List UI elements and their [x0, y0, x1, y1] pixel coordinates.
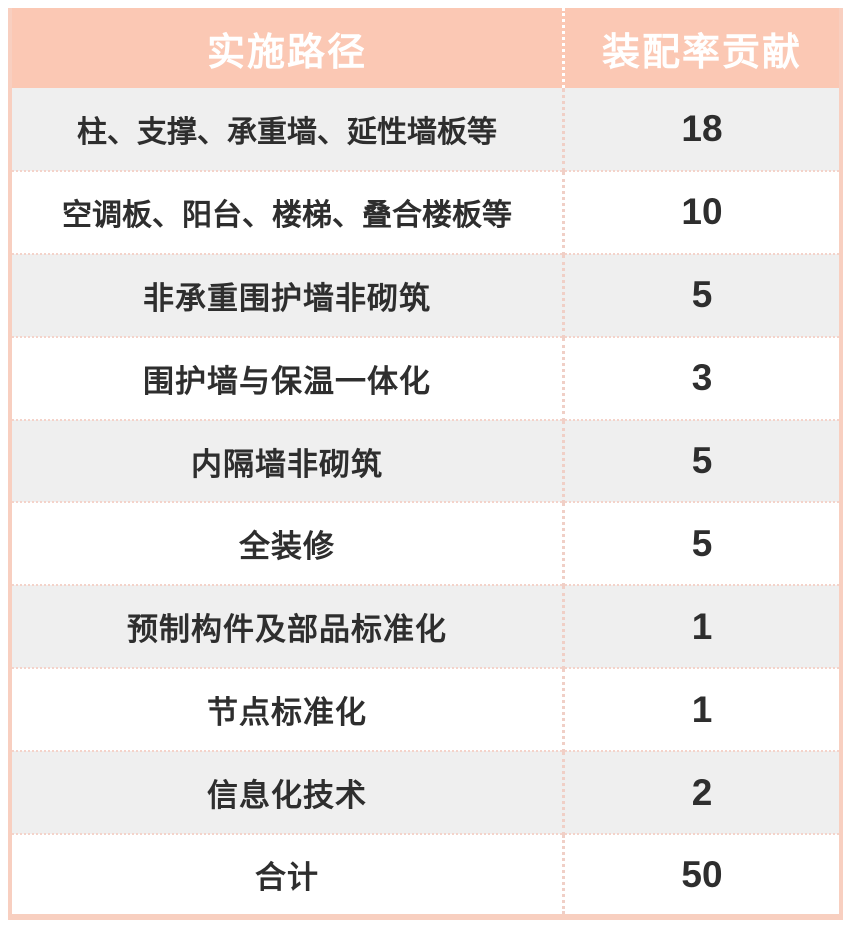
cell-implementation-path: 围护墙与保温一体化: [10, 335, 564, 420]
cell-implementation-path: 信息化技术: [10, 750, 564, 835]
cell-assembly-rate-contribution: 3: [562, 335, 841, 420]
table-row: 非承重围护墙非砌筑 5: [10, 252, 841, 337]
cell-implementation-path: 空调板、阳台、楼梯、叠合楼板等: [10, 169, 564, 254]
cell-assembly-rate-contribution: 50: [562, 833, 841, 917]
table-body: 柱、支撑、承重墙、延性墙板等 18 空调板、阳台、楼梯、叠合楼板等 10 非承重围护墙非…: [10, 88, 841, 917]
cell-assembly-rate-contribution: 18: [562, 88, 841, 171]
column-header-value: 装配率贡献: [562, 8, 841, 88]
column-header-path: 实施路径: [10, 8, 564, 88]
cell-assembly-rate-contribution: 1: [562, 584, 841, 669]
cell-assembly-rate-contribution: 1: [562, 667, 841, 752]
cell-implementation-path: 内隔墙非砌筑: [10, 418, 564, 503]
cell-implementation-path: 节点标准化: [10, 667, 564, 752]
cell-implementation-path: 全装修: [10, 501, 564, 586]
cell-assembly-rate-contribution: 5: [562, 252, 841, 337]
table-row: 内隔墙非砌筑 5: [10, 418, 841, 503]
cell-assembly-rate-contribution: 2: [562, 750, 841, 835]
table-row: 空调板、阳台、楼梯、叠合楼板等 10: [10, 169, 841, 254]
table-row: 合计 50: [10, 833, 841, 917]
cell-implementation-path: 预制构件及部品标准化: [10, 584, 564, 669]
table-header-row: 实施路径 装配率贡献: [10, 8, 841, 88]
table-header: 实施路径 装配率贡献: [10, 8, 841, 88]
assembly-rate-table: 实施路径 装配率贡献 柱、支撑、承重墙、延性墙板等 18 空调板、阳台、楼梯、叠合楼…: [8, 8, 843, 920]
table-row: 围护墙与保温一体化 3: [10, 335, 841, 420]
table-row: 信息化技术 2: [10, 750, 841, 835]
cell-implementation-path: 柱、支撑、承重墙、延性墙板等: [77, 115, 497, 149]
cell-assembly-rate-contribution: 5: [562, 501, 841, 586]
cell-implementation-path: 非承重围护墙非砌筑: [10, 252, 564, 337]
cell-assembly-rate-contribution: 10: [562, 169, 841, 254]
table-row: 柱、支撑、承重墙、延性墙板等 18: [10, 88, 841, 171]
cell-implementation-path: 合计: [10, 833, 564, 917]
table-row: 节点标准化 1: [10, 667, 841, 752]
cell-assembly-rate-contribution: 5: [562, 418, 841, 503]
table-row: 预制构件及部品标准化 1: [10, 584, 841, 669]
table-row: 全装修 5: [10, 501, 841, 586]
